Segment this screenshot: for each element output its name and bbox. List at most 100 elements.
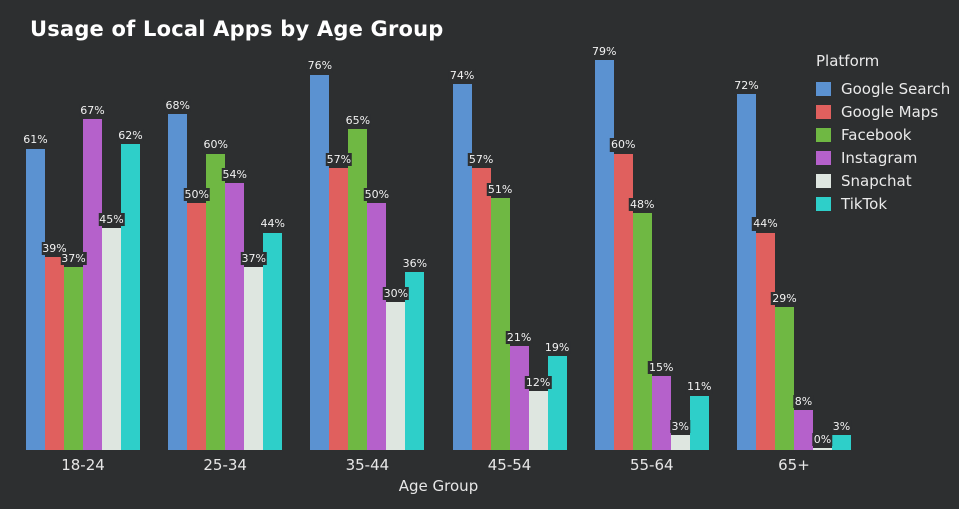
bar-google-maps: 39% (41, 242, 68, 450)
legend-swatch-icon (816, 173, 831, 188)
x-tick-label: 35-44 (345, 456, 390, 474)
bar-value-label: 37% (240, 252, 267, 266)
bar-value-label: 60% (202, 138, 229, 152)
chart-title: Usage of Local Apps by Age Group (30, 17, 444, 41)
bar-value-label: 76% (306, 59, 334, 73)
bar-value-label: 72% (733, 79, 760, 93)
bar-value-label: 0% (812, 432, 833, 446)
bar-instagram: 50% (363, 187, 391, 450)
bar-snapchat: 0% (812, 432, 833, 450)
legend-swatch-icon (816, 150, 831, 165)
bar-value-label: 54% (221, 168, 248, 182)
bar-google-maps: 57% (467, 153, 495, 450)
bar-value-label: 60% (610, 138, 637, 152)
bar-value-label: 51% (486, 182, 514, 197)
bar-value-label: 36% (401, 256, 429, 271)
bar-value-label: 37% (60, 252, 87, 266)
legend-item-snapchat: Snapchat (816, 169, 950, 192)
legend-item-label: Snapchat (841, 171, 912, 190)
bar-value-label: 30% (382, 286, 410, 300)
bar-value-label: 68% (164, 98, 191, 113)
bar-facebook: 65% (344, 113, 372, 450)
bar-google-search: 76% (306, 59, 334, 450)
x-tick-label: 55-64 (629, 456, 674, 474)
bar-instagram: 15% (648, 360, 675, 450)
bar-value-label: 12% (524, 375, 552, 389)
legend-item-facebook: Facebook (816, 123, 950, 146)
bar-value-label: 19% (543, 340, 571, 355)
bar-value-label: 57% (467, 153, 495, 167)
bar-facebook: 29% (771, 291, 798, 450)
bar-group-65+: 72% 44% 29% 8% 0% 3% 65+ (733, 48, 852, 474)
bar-facebook: 60% (202, 138, 229, 450)
bar-tiktok: 11% (686, 380, 713, 450)
bar-value-label: 79% (591, 44, 618, 58)
legend-item-label: Google Search (841, 79, 951, 98)
bar-value-label: 29% (771, 291, 798, 305)
bar-google-search: 79% (591, 44, 618, 450)
bar-google-search: 74% (448, 69, 476, 450)
bar-group-18-24: 61% 39% 37% 67% 45% 62% 18-24 (22, 48, 144, 474)
x-tick-label: 18-24 (61, 456, 105, 474)
bar-value-label: 15% (648, 360, 675, 374)
bar-group-55-64: 79% 60% 48% 15% 3% 11% 55-64 (591, 44, 713, 474)
bar-google-search: 68% (164, 98, 191, 450)
bar-value-label: 50% (363, 187, 391, 201)
bar-instagram: 8% (793, 395, 814, 450)
legend-swatch-icon (816, 81, 831, 96)
bar-value-label: 65% (344, 113, 372, 127)
legend-item-tiktok: TikTok (816, 192, 950, 215)
bar-instagram: 54% (221, 168, 248, 450)
bar-instagram: 21% (505, 331, 533, 450)
bar-facebook: 48% (629, 197, 656, 450)
legend-item-label: Google Maps (841, 102, 939, 121)
bar-google-maps: 57% (325, 153, 353, 450)
legend-item-google-search: Google Search (816, 77, 950, 100)
bar-value-label: 8% (793, 395, 814, 409)
bar-tiktok: 19% (543, 340, 571, 450)
bar-value-label: 57% (325, 153, 353, 167)
bar-google-maps: 44% (752, 217, 779, 450)
legend-swatch-icon (816, 196, 831, 211)
legend: Platform Google Search Google Maps Faceboo… (816, 52, 950, 215)
x-axis-label: Age Group (398, 477, 479, 495)
bar-value-label: 62% (117, 128, 144, 142)
legend-item-instagram: Instagram (816, 146, 950, 169)
bar-value-label: 67% (79, 103, 106, 118)
bar-group-35-44: 76% 57% 65% 50% 30% 36% 35-44 (306, 48, 429, 474)
bar-google-search: 72% (733, 79, 760, 450)
bar-value-label: 50% (183, 187, 210, 201)
bar-value-label: 11% (686, 380, 713, 394)
bar-facebook: 37% (60, 252, 87, 450)
bar-instagram: 67% (79, 103, 106, 450)
bar-value-label: 21% (505, 331, 533, 345)
bar-tiktok: 44% (259, 217, 286, 450)
bar-value-label: 3% (670, 420, 690, 434)
bar-tiktok: 3% (831, 420, 852, 450)
bar-value-label: 45% (98, 212, 125, 226)
legend-item-google-maps: Google Maps (816, 100, 950, 123)
legend-items: Google Search Google Maps Facebook Instagra… (816, 77, 950, 215)
bar-value-label: 48% (629, 197, 656, 211)
legend-item-label: TikTok (841, 194, 888, 213)
x-tick-label: 45-54 (487, 456, 532, 474)
x-tick-label: 25-34 (203, 456, 247, 474)
bar-google-maps: 60% (610, 138, 637, 450)
legend-item-label: Facebook (841, 125, 912, 144)
plot-area: 61% 39% 37% 67% 45% 62% 18-24 68% 50% 60% 54% 37% 44… (22, 44, 852, 474)
bar-snapchat: 12% (524, 375, 552, 450)
bar-snapchat: 3% (670, 420, 690, 450)
legend-swatch-icon (816, 127, 831, 142)
bar-value-label: 44% (752, 217, 779, 231)
bar-group-45-54: 74% 57% 51% 21% 12% 19% 45-54 (448, 48, 571, 474)
legend-item-label: Instagram (841, 148, 918, 167)
bar-google-search: 61% (22, 133, 49, 450)
bar-value-label: 44% (259, 217, 286, 231)
bar-value-label: 3% (831, 420, 852, 434)
bar-value-label: 74% (448, 69, 476, 83)
bar-snapchat: 37% (240, 252, 267, 450)
x-tick-label: 65+ (778, 456, 810, 474)
bar-group-25-34: 68% 50% 60% 54% 37% 44% 25-34 (164, 48, 286, 474)
bar-tiktok: 62% (117, 128, 144, 450)
